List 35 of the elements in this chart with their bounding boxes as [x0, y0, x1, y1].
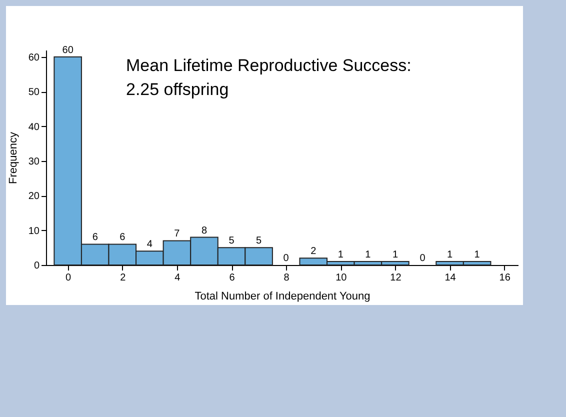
data-label: 7 — [174, 228, 180, 240]
x-tick-label: 12 — [390, 272, 402, 284]
y-tick-label: 10 — [28, 226, 40, 237]
data-label: 0 — [283, 253, 290, 264]
data-label: 1 — [447, 250, 454, 261]
y-tick-label: 30 — [28, 156, 40, 168]
data-label: 60 — [62, 44, 74, 56]
data-label: 5 — [228, 236, 235, 247]
data-label: 8 — [201, 225, 208, 236]
x-tick-label: 2 — [120, 272, 126, 284]
x-tick-label: 4 — [174, 272, 181, 284]
x-tick-label: 6 — [229, 272, 236, 284]
x-tick-label: 8 — [284, 272, 290, 284]
data-label: 1 — [474, 250, 480, 261]
data-label: 0 — [420, 253, 426, 264]
data-label: 4 — [146, 239, 153, 250]
x-tick-label: 10 — [336, 272, 348, 284]
data-label: 6 — [120, 232, 126, 244]
data-label: 6 — [92, 232, 98, 244]
x-tick-label: 14 — [444, 272, 456, 284]
y-axis-title: Frequency — [7, 132, 20, 184]
data-label: 2 — [310, 246, 317, 258]
data-label: 1 — [338, 250, 344, 261]
data-label: 1 — [392, 250, 398, 261]
y-tick-label: 0 — [34, 260, 40, 272]
y-tick-label: 40 — [28, 122, 40, 133]
y-tick-label: 50 — [28, 87, 40, 98]
data-label: 5 — [256, 236, 262, 247]
y-tick-label: 20 — [28, 191, 40, 202]
x-tick-label: 0 — [66, 272, 72, 284]
y-tick-label: 60 — [28, 52, 40, 64]
x-axis-title: Total Number of Independent Young — [194, 290, 370, 302]
x-tick-label: 16 — [499, 272, 511, 284]
data-label: 1 — [365, 250, 372, 261]
annotation: Mean Lifetime Reproductive Success: 2.25 offspring — [126, 56, 412, 99]
